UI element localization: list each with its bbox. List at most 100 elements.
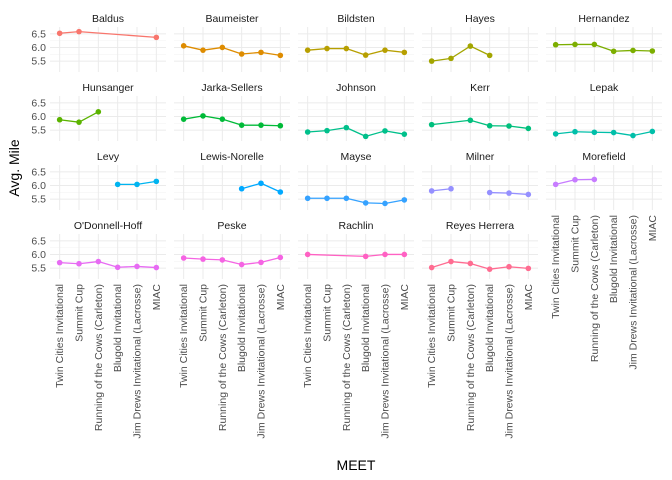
x-axis-labels-col-1: Twin Cities Invitational Summit Cup Runnin… bbox=[54, 284, 163, 439]
x-tick-label: Summit Cup bbox=[74, 284, 86, 342]
y-tick-label: 5.5 bbox=[31, 194, 46, 206]
x-tick-label: Twin Cities Invitational bbox=[178, 284, 190, 388]
x-axis-labels-col-5: Twin Cities Invitational Summit Cup Runnin… bbox=[550, 215, 659, 370]
series-line-segment bbox=[365, 49, 386, 56]
panel-title: O'Donnell-Hoff bbox=[74, 220, 142, 232]
data-point bbox=[630, 47, 636, 54]
data-point bbox=[486, 189, 493, 196]
x-tick-label: Summit Cup bbox=[198, 284, 210, 342]
data-point bbox=[76, 260, 82, 267]
x-tick-label: Blugold Invitational bbox=[608, 215, 620, 303]
y-tick-label: 6.5 bbox=[31, 235, 46, 247]
series-line-segment bbox=[365, 130, 386, 137]
series-line-segment bbox=[470, 119, 490, 127]
panel-title: Rachlin bbox=[338, 220, 373, 232]
data-point bbox=[591, 129, 598, 136]
x-tick-label: Jim Drews Invitational (Lacrosse) bbox=[628, 215, 640, 370]
panel-mayse: Mayse bbox=[298, 151, 414, 210]
series-line-segment bbox=[222, 259, 242, 266]
data-point bbox=[401, 131, 408, 137]
x-tick-label: Running of the Cows (Carleton) bbox=[341, 284, 353, 431]
data-point bbox=[552, 131, 559, 137]
panel-hayes: Hayes bbox=[422, 13, 538, 72]
y-tick-label: 6.0 bbox=[31, 180, 46, 192]
x-tick-label: MIAC bbox=[151, 284, 163, 311]
y-tick-label: 6.0 bbox=[31, 42, 46, 54]
series-line-segment bbox=[241, 261, 262, 266]
panel-title: Mayse bbox=[341, 151, 372, 163]
y-tick-label: 6.5 bbox=[31, 28, 46, 40]
data-point bbox=[448, 258, 454, 265]
data-point bbox=[448, 55, 454, 62]
series-line-segment bbox=[117, 265, 138, 268]
panel-hernandez: Hernandez bbox=[546, 13, 662, 72]
data-point bbox=[525, 125, 532, 132]
data-point bbox=[401, 49, 408, 56]
data-point bbox=[200, 256, 206, 262]
series-line-segment bbox=[346, 47, 366, 56]
series-line-segment bbox=[241, 51, 262, 55]
x-tick-label: Twin Cities Invitational bbox=[54, 284, 66, 388]
data-point bbox=[552, 41, 559, 48]
panel-peske: Peske bbox=[174, 220, 290, 279]
series-line-segment bbox=[136, 265, 157, 269]
data-point bbox=[324, 45, 330, 52]
series-line-segment bbox=[384, 199, 405, 205]
data-point bbox=[572, 176, 578, 183]
series-line-segment bbox=[98, 260, 118, 268]
series-line-segment bbox=[555, 131, 576, 135]
data-point bbox=[304, 195, 311, 202]
series-line-segment bbox=[183, 257, 204, 260]
series-line-segment bbox=[241, 182, 262, 190]
data-point bbox=[610, 48, 617, 55]
data-point bbox=[200, 113, 206, 119]
panel-hunsanger: Hunsanger 5.5 6.0 6.5 bbox=[31, 82, 166, 141]
data-point bbox=[200, 47, 206, 53]
data-point bbox=[153, 178, 160, 185]
series-line-segment bbox=[431, 260, 452, 269]
panel-o-donnell-hoff: O'Donnell-Hoff 5.5 6.0 6.5 bbox=[31, 220, 166, 279]
panel-title: Lewis-Norelle bbox=[200, 151, 264, 163]
y-tick-label: 6.0 bbox=[31, 249, 46, 261]
series-line-segment bbox=[260, 51, 281, 57]
series-line-segment bbox=[594, 43, 614, 52]
series-line-segment bbox=[183, 115, 204, 120]
series-line-segment bbox=[260, 182, 281, 193]
series-line-segment bbox=[508, 266, 529, 270]
y-tick-label: 5.5 bbox=[31, 263, 46, 275]
data-point bbox=[56, 259, 63, 266]
series-line-segment bbox=[78, 30, 157, 39]
panel-title: Peske bbox=[217, 220, 246, 232]
data-point bbox=[486, 52, 493, 59]
data-point bbox=[304, 251, 311, 258]
panel-title: Morefield bbox=[582, 151, 625, 163]
data-point bbox=[552, 181, 559, 188]
series-line-segment bbox=[78, 260, 99, 265]
series-line-segment bbox=[555, 179, 576, 185]
series-line-segment bbox=[431, 188, 452, 192]
data-point bbox=[486, 266, 493, 272]
series-line-segment bbox=[59, 261, 80, 265]
x-tick-label: MIAC bbox=[523, 284, 535, 311]
series-line-segment bbox=[365, 253, 386, 258]
data-point bbox=[506, 263, 512, 270]
x-axis-labels-col-2: Twin Cities Invitational Summit Cup Runnin… bbox=[178, 284, 287, 439]
data-point bbox=[382, 128, 388, 134]
panel-lewis-norelle: Lewis-Norelle bbox=[174, 151, 290, 210]
data-point bbox=[258, 259, 264, 266]
panel-title: Johnson bbox=[336, 82, 376, 94]
data-point bbox=[219, 44, 226, 51]
panel-title: Reyes Herrera bbox=[446, 220, 514, 232]
data-point bbox=[467, 260, 474, 267]
series-line-segment bbox=[202, 46, 223, 51]
series-line-segment bbox=[136, 180, 157, 186]
panel-jarka-sellers: Jarka-Sellers bbox=[174, 82, 290, 141]
panel-milner: Milner bbox=[422, 151, 538, 210]
data-point bbox=[180, 255, 187, 261]
y-tick-label: 5.5 bbox=[31, 56, 46, 68]
x-tick-label: Jim Drews Invitational (Lacrosse) bbox=[256, 284, 268, 439]
data-point bbox=[428, 58, 435, 64]
data-point bbox=[324, 127, 330, 134]
x-tick-label: Summit Cup bbox=[570, 215, 582, 273]
panel-title: Baldus bbox=[92, 13, 124, 25]
